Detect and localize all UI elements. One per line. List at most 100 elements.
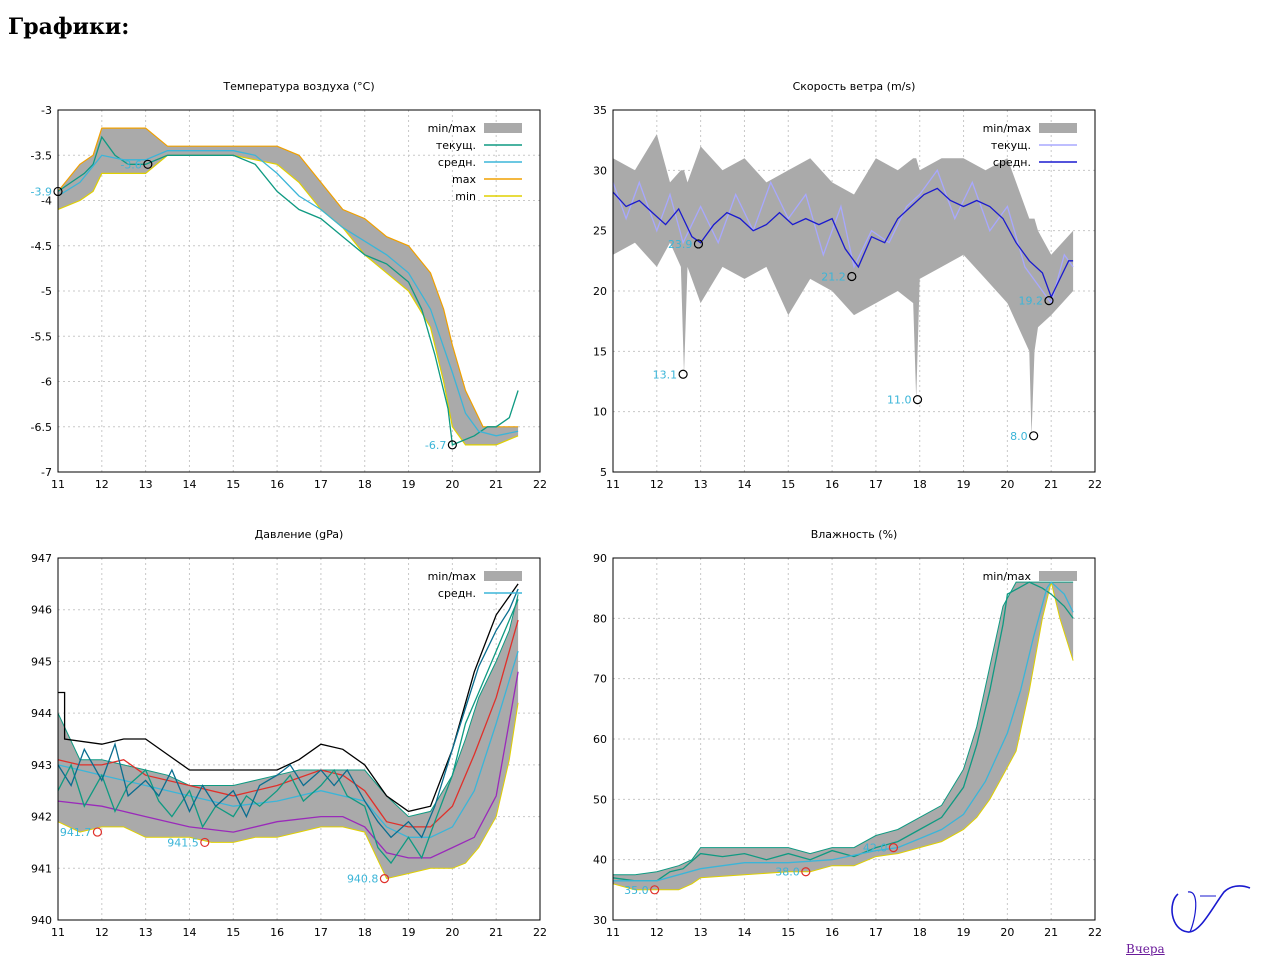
y-tick-label: -4.5 — [31, 240, 52, 253]
x-tick-label: 21 — [1044, 478, 1058, 491]
y-tick-label: 35 — [593, 104, 607, 117]
y-tick-label: -3.5 — [31, 149, 52, 162]
series-line-cyan — [613, 581, 1074, 882]
plot-frame — [57, 109, 541, 473]
legend-label: средн. — [438, 156, 476, 169]
legend-label: средн. — [993, 156, 1031, 169]
extreme-marker — [200, 837, 210, 848]
min-max-band — [58, 128, 519, 445]
y-tick-label: 10 — [593, 406, 607, 419]
extreme-value-label: 11.0 — [887, 394, 912, 407]
y-tick-label: -7 — [41, 466, 52, 479]
x-tick-label: 20 — [1000, 926, 1014, 939]
x-tick-label: 17 — [869, 926, 883, 939]
extreme-marker — [678, 369, 688, 379]
y-tick-label: -5 — [41, 285, 52, 298]
temperature-chart-svg: Температура воздуха (°C) 11 12 13 14 15 16 17 18… — [31, 80, 547, 491]
legend-swatch — [484, 123, 522, 133]
x-tick-label: 18 — [358, 478, 372, 491]
x-tick-label: 19 — [402, 926, 416, 939]
extreme-marker — [693, 239, 704, 249]
x-tick-label: 17 — [314, 926, 328, 939]
x-tick-label: 11 — [51, 926, 65, 939]
x-tick-label: 14 — [182, 478, 196, 491]
extreme-value-label: 941.5 — [167, 836, 199, 849]
y-tick-label: 947 — [31, 552, 52, 565]
x-tick-label: 13 — [139, 478, 153, 491]
min-max-band — [613, 582, 1074, 890]
extreme-value-label: 21.2 — [821, 271, 846, 284]
x-tick-label: 12 — [650, 478, 664, 491]
legend-label: текущ. — [991, 139, 1031, 152]
x-tick-label: 14 — [182, 926, 196, 939]
x-tick-label: 22 — [533, 926, 547, 939]
plot-frame — [612, 109, 1096, 473]
legend-swatch — [484, 571, 522, 581]
band-upper-edge — [57, 594, 519, 818]
y-tick-label: 15 — [593, 345, 607, 358]
extreme-marker — [801, 867, 811, 877]
y-tick-label: -5.5 — [31, 330, 52, 343]
min-max-band — [58, 594, 519, 879]
y-tick-label: -3 — [41, 104, 52, 117]
yesterday-link[interactable]: Вчера — [1126, 942, 1165, 956]
x-tick-label: 18 — [913, 478, 927, 491]
legend-label: средн. — [438, 587, 476, 600]
x-tick-label: 11 — [606, 478, 620, 491]
legend-label: текущ. — [436, 139, 476, 152]
extreme-marker — [143, 159, 153, 169]
x-tick-label: 13 — [694, 478, 708, 491]
extreme-marker — [379, 874, 390, 884]
y-tick-label: 946 — [31, 604, 52, 617]
extreme-value-label: 38.0 — [775, 866, 800, 879]
y-tick-label: 943 — [31, 759, 52, 772]
x-tick-label: 16 — [825, 478, 839, 491]
legend-swatch — [1039, 571, 1077, 581]
min-max-band — [613, 134, 1074, 436]
x-tick-label: 12 — [95, 926, 109, 939]
x-tick-label: 19 — [402, 478, 416, 491]
x-tick-label: 17 — [314, 478, 328, 491]
chart-title: Влажность (%) — [811, 528, 898, 541]
pressure-chart-svg: Давление (gPa) 11 12 13 14 15 16 17 18 19 20 21 22 94… — [31, 528, 547, 939]
x-tick-label: 11 — [606, 926, 620, 939]
y-tick-label: 941 — [31, 862, 52, 875]
series-line-purple — [57, 671, 519, 859]
y-tick-label: 90 — [593, 552, 607, 565]
x-tick-label: 18 — [913, 926, 927, 939]
series-line-teal — [57, 135, 519, 446]
extreme-value-label: 940.8 — [347, 873, 379, 886]
extreme-value-label: 42.0 — [863, 842, 888, 855]
y-tick-label: 60 — [593, 733, 607, 746]
x-tick-label: 22 — [1088, 478, 1102, 491]
x-tick-label: 19 — [957, 926, 971, 939]
x-tick-label: 21 — [489, 478, 503, 491]
extreme-value-label: 8.0 — [1010, 430, 1028, 443]
extreme-value-label: -3.9 — [31, 185, 52, 198]
y-tick-label: 25 — [593, 225, 607, 238]
series-line-blue — [612, 187, 1074, 299]
x-tick-label: 16 — [270, 926, 284, 939]
extreme-value-label: -6.7 — [425, 439, 446, 452]
x-tick-label: 12 — [650, 926, 664, 939]
legend-label: min/max — [983, 570, 1032, 583]
series-line-lightblue — [612, 168, 1074, 305]
y-tick-label: 50 — [593, 793, 607, 806]
x-tick-label: 20 — [445, 926, 459, 939]
pressure-chart: Давление (gPa) 11 12 13 14 15 16 17 18 19 20 21 22 94… — [0, 518, 560, 958]
band-lower-edge — [612, 581, 1074, 891]
wind-speed-chart: Скорость ветра (m/s) 11 12 13 14 15 16 17 18 19 20… — [555, 70, 1115, 510]
series-line-cyan — [57, 150, 519, 437]
band-lower-edge — [57, 702, 519, 880]
y-tick-label: 70 — [593, 673, 607, 686]
x-tick-label: 11 — [51, 478, 65, 491]
humidity-chart-svg: Влажность (%) 11 12 13 14 15 16 17 18 19 20 21 22 30 4… — [593, 528, 1102, 939]
x-tick-label: 13 — [694, 926, 708, 939]
x-tick-label: 17 — [869, 478, 883, 491]
x-tick-label: 21 — [489, 926, 503, 939]
humidity-chart: Влажность (%) 11 12 13 14 15 16 17 18 19 20 21 22 30 4… — [555, 518, 1115, 958]
series-line-teal — [612, 581, 1074, 882]
extreme-marker — [1029, 431, 1039, 441]
extreme-value-label: 13.1 — [653, 368, 678, 381]
x-tick-label: 15 — [226, 926, 240, 939]
